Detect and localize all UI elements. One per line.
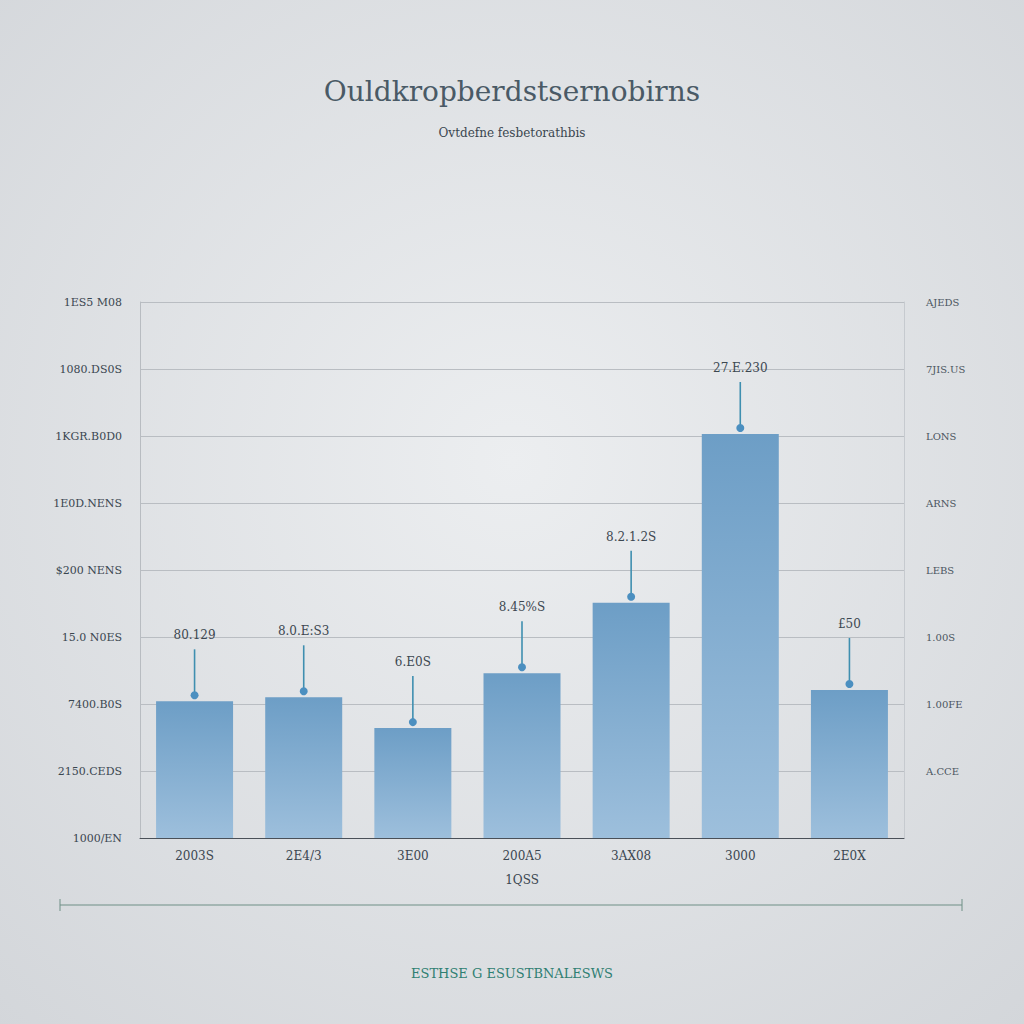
svg-text:LEBS: LEBS	[926, 565, 954, 576]
svg-text:2E0X: 2E0X	[833, 849, 866, 863]
svg-text:1ES5 M08: 1ES5 M08	[64, 296, 122, 309]
svg-text:8.0.E:S3: 8.0.E:S3	[278, 624, 330, 638]
svg-text:6.E0S: 6.E0S	[395, 655, 431, 669]
svg-text:1KGR.B0D0: 1KGR.B0D0	[55, 430, 122, 443]
svg-text:3AX08: 3AX08	[611, 849, 651, 863]
svg-text:1000/EN: 1000/EN	[73, 832, 123, 845]
svg-text:1.00FE: 1.00FE	[926, 699, 963, 710]
svg-text:80.129: 80.129	[174, 628, 216, 642]
svg-text:2E4/3: 2E4/3	[286, 849, 322, 863]
svg-text:1QSS: 1QSS	[505, 873, 539, 887]
svg-text:8.2.1.2S: 8.2.1.2S	[606, 530, 656, 544]
svg-text:Ouldkropberdstsernobirns: Ouldkropberdstsernobirns	[324, 75, 700, 108]
svg-text:15.0 N0ES: 15.0 N0ES	[62, 631, 122, 644]
svg-text:200A5: 200A5	[502, 849, 541, 863]
svg-text:£50: £50	[838, 617, 861, 631]
svg-text:27.E.230: 27.E.230	[713, 361, 768, 375]
svg-text:1E0D.NENS: 1E0D.NENS	[53, 497, 122, 510]
svg-text:ARNS: ARNS	[925, 498, 957, 509]
svg-text:2003S: 2003S	[175, 849, 214, 863]
svg-text:3E00: 3E00	[397, 849, 429, 863]
svg-text:Ovtdefne fesbetorathbis: Ovtdefne fesbetorathbis	[439, 126, 586, 140]
svg-text:AJEDS: AJEDS	[925, 297, 960, 308]
svg-text:ESTHSE G ESUSTBNALESWS: ESTHSE G ESUSTBNALESWS	[411, 966, 613, 981]
svg-text:1.00S: 1.00S	[926, 632, 955, 643]
svg-text:3000: 3000	[725, 849, 756, 863]
svg-text:7400.B0S: 7400.B0S	[68, 698, 122, 711]
svg-text:1080.DS0S: 1080.DS0S	[60, 363, 122, 376]
svg-text:A.CCE: A.CCE	[925, 766, 959, 777]
svg-text:$200 NENS: $200 NENS	[56, 564, 122, 577]
svg-text:2150.CEDS: 2150.CEDS	[58, 765, 122, 778]
svg-text:LONS: LONS	[926, 431, 957, 442]
svg-text:8.45%S: 8.45%S	[499, 600, 545, 614]
svg-text:7JIS.US: 7JIS.US	[926, 364, 965, 375]
